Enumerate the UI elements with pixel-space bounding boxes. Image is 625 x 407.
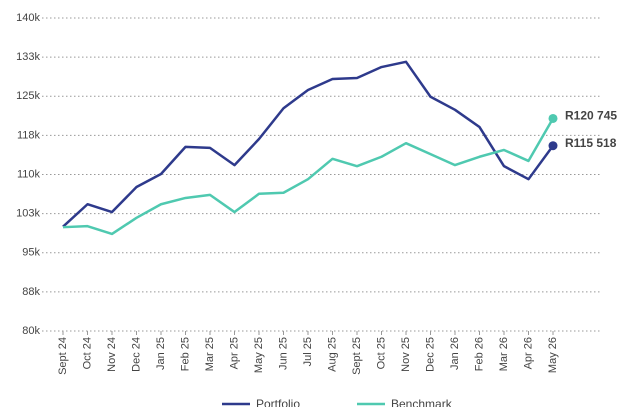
legend-label: Portfolio bbox=[256, 397, 300, 407]
end-marker bbox=[548, 113, 558, 123]
x-tick-label: Sept 25 bbox=[351, 337, 363, 375]
x-tick-label: Mar 25 bbox=[204, 337, 216, 371]
y-tick-label: 125k bbox=[16, 90, 40, 102]
line bbox=[62, 60, 555, 228]
x-tick-label: Feb 26 bbox=[473, 337, 485, 371]
x-tick-label: Jan 25 bbox=[155, 337, 167, 370]
x-tick-label: Jul 25 bbox=[302, 337, 314, 366]
x-tick-label: Jun 25 bbox=[277, 337, 289, 370]
y-tick-label: 118k bbox=[17, 129, 41, 141]
y-tick-label: 88k bbox=[22, 286, 40, 298]
y-tick-label: 95k bbox=[22, 247, 40, 259]
legend-label: Benchmark bbox=[391, 397, 453, 407]
x-tick-label: Jan 26 bbox=[449, 337, 461, 370]
x-tick-label: Apr 25 bbox=[228, 337, 240, 369]
x-tick-label: Oct 24 bbox=[81, 337, 93, 369]
x-tick-label: Oct 25 bbox=[375, 337, 387, 369]
value-label: R120 745 bbox=[565, 109, 617, 123]
line bbox=[62, 117, 555, 236]
x-tick-label: Apr 26 bbox=[522, 337, 534, 369]
x-tick-label: Mar 26 bbox=[498, 337, 510, 371]
y-tick-label: 110k bbox=[17, 168, 41, 180]
x-tick-label: Sept 24 bbox=[57, 337, 69, 375]
y-tick-label: 133k bbox=[16, 51, 40, 63]
x-tick-label: Dec 25 bbox=[424, 337, 436, 372]
y-tick-label: 140k bbox=[16, 12, 40, 24]
x-tick-label: Nov 24 bbox=[106, 337, 118, 372]
value-label: R115 518 bbox=[565, 136, 617, 150]
x-tick-label: Nov 25 bbox=[400, 337, 412, 372]
y-tick-label: 103k bbox=[16, 208, 40, 220]
x-tick-label: Dec 24 bbox=[130, 337, 142, 372]
y-tick-label: 80k bbox=[22, 325, 40, 337]
x-tick-label: Aug 25 bbox=[326, 337, 338, 372]
end-marker bbox=[548, 141, 558, 151]
x-tick-label: Feb 25 bbox=[179, 337, 191, 371]
x-tick-label: May 26 bbox=[547, 337, 559, 373]
x-tick-label: May 25 bbox=[253, 337, 265, 373]
